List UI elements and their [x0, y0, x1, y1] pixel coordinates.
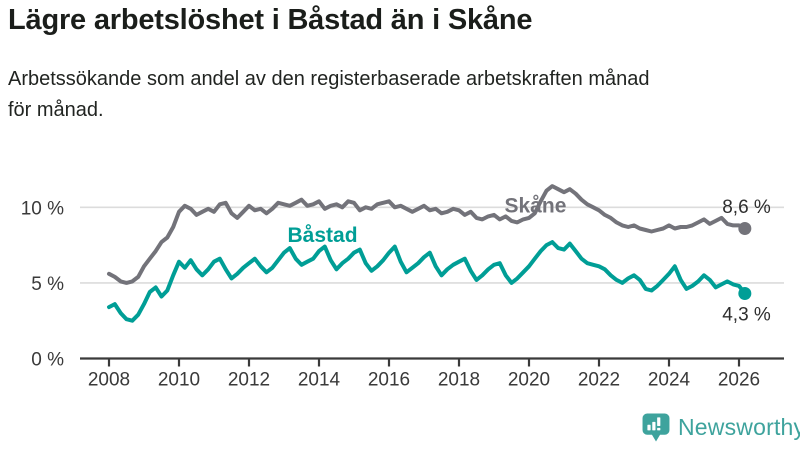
line-chart: 0 % 5 % 10 % 2008 2010 2012 2014 2016 2018 2020 20… — [21, 184, 784, 391]
subtitle-line-2: för månad. — [8, 99, 104, 121]
y-axis-label-5: 5 % — [31, 274, 64, 295]
series-end-dot-skane — [738, 221, 752, 235]
series-label-skane: Skåne — [505, 195, 567, 218]
series-end-dot-bastad — [738, 286, 752, 300]
x-axis-label-2008: 2008 — [88, 370, 130, 391]
series-label-bastad: Båstad — [288, 224, 358, 247]
series-line-bastad — [107, 240, 747, 323]
newsworthy-logo[interactable]: Newsworthy — [642, 413, 800, 442]
x-axis-label-2010: 2010 — [158, 370, 200, 391]
chart-subtitle: Arbetssökande som andel av den registerb… — [8, 64, 650, 126]
x-axis-label-2020: 2020 — [508, 370, 550, 391]
newsworthy-wordmark: Newsworthy — [678, 414, 800, 440]
y-axis-label-10: 10 % — [21, 198, 64, 219]
series-line-skane — [107, 184, 747, 285]
x-axis-label-2026: 2026 — [718, 370, 760, 391]
subtitle-line-1: Arbetssökande som andel av den registerb… — [8, 68, 650, 90]
page-title: Lägre arbetslöshet i Båstad än i Skåne — [8, 4, 533, 36]
x-axis-label-2014: 2014 — [298, 370, 341, 391]
x-axis-label-2018: 2018 — [438, 370, 480, 391]
x-axis-label-2022: 2022 — [578, 370, 620, 391]
x-axis-label-2024: 2024 — [648, 370, 691, 391]
end-value-label-bastad: 4,3 % — [722, 304, 771, 325]
y-axis-label-0: 0 % — [31, 350, 64, 371]
newsworthy-icon — [642, 413, 670, 442]
x-axis-label-2016: 2016 — [368, 370, 410, 391]
end-value-label-skane: 8,6 % — [722, 197, 771, 218]
x-axis-label-2012: 2012 — [228, 370, 270, 391]
